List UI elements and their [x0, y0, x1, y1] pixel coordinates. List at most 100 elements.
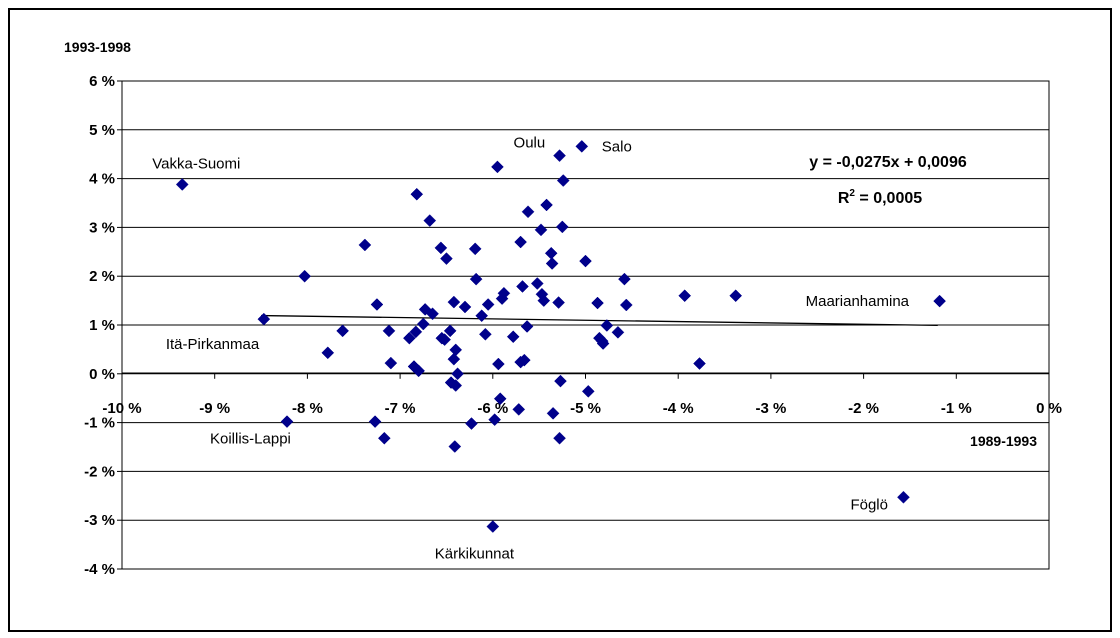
y-tick-label: 3 % [89, 219, 115, 236]
data-point [481, 298, 495, 311]
r-squared-suffix: = 0,0005 [855, 190, 922, 207]
data-point [552, 296, 565, 309]
y-tick-label: 5 % [89, 122, 115, 139]
x-tick-label: -2 % [848, 400, 879, 417]
data-point [416, 317, 430, 331]
data-point [447, 295, 461, 309]
y-tick-label: 0 % [89, 366, 115, 383]
data-point [506, 330, 520, 344]
point-label: Itä-Pirkanmaa [166, 336, 260, 353]
data-point [556, 174, 570, 187]
y-tick-label: -2 % [84, 463, 115, 480]
data-point [475, 309, 489, 323]
data-point [618, 272, 631, 286]
grid-layer [122, 129, 1049, 521]
data-point [514, 235, 527, 249]
data-point [488, 413, 502, 427]
y-tick-label: 6 % [89, 73, 115, 90]
data-point [423, 214, 437, 227]
data-point [377, 431, 391, 445]
y-tick-label: 1 % [89, 317, 115, 334]
x-tick-label: 0 % [1036, 400, 1062, 417]
data-point [382, 324, 396, 338]
data-point [611, 325, 625, 339]
data-point [693, 357, 706, 370]
point-labels: Vakka-Suomi Oulu Salo Maarianhamina Itä-Pirk… [152, 135, 909, 563]
r-squared-superscript: 2 [849, 188, 855, 199]
data-point [321, 346, 335, 360]
data-point [479, 327, 492, 341]
data-point [448, 440, 462, 453]
data-point [280, 415, 294, 428]
data-point [410, 187, 424, 201]
x-tick-label: -9 % [199, 400, 230, 417]
data-points [175, 140, 946, 533]
point-label: Kärkikunnat [435, 546, 515, 563]
data-point [434, 241, 448, 255]
tick-layer: -4 % -3 % -2 % -1 % 0 % 1 % 2 % 3 % 4 % 5 % 6 % -10… [84, 73, 1062, 578]
data-point [545, 257, 559, 270]
r-squared-text: R2 = 0,0005 [838, 188, 922, 207]
data-point [257, 312, 271, 326]
data-point [443, 324, 457, 338]
data-point [546, 406, 560, 420]
point-label: Koillis-Lappi [210, 431, 291, 448]
data-point [449, 379, 463, 392]
data-point [336, 324, 349, 338]
data-point [358, 238, 372, 252]
data-point [555, 220, 569, 234]
data-point [575, 140, 589, 153]
data-point [933, 294, 946, 308]
data-point [619, 298, 633, 312]
trendline-layer [261, 314, 938, 326]
data-point [512, 403, 526, 416]
data-point [469, 272, 483, 286]
data-point [449, 343, 463, 357]
data-point [486, 520, 500, 533]
y-tick-label: 2 % [89, 268, 115, 285]
data-point [534, 223, 548, 237]
trendline-equation: y = -0,0275x + 0,0096 [809, 154, 967, 171]
x-tick-label: -7 % [385, 400, 416, 417]
x-tick-label: -1 % [941, 400, 972, 417]
data-point [581, 385, 595, 398]
data-point [553, 149, 566, 163]
data-point [412, 364, 425, 378]
x-tick-label: -10 % [102, 400, 141, 417]
data-point [451, 367, 464, 381]
data-point [897, 490, 910, 504]
data-point [579, 254, 592, 268]
data-point [368, 415, 382, 428]
data-point [516, 280, 529, 293]
data-point [370, 298, 384, 311]
point-label: Oulu [514, 135, 546, 152]
data-point [440, 252, 453, 265]
y-tick-label: -4 % [84, 561, 115, 578]
y-tick-label: 4 % [89, 171, 115, 188]
point-label: Vakka-Suomi [152, 155, 240, 172]
r-squared-prefix: R [838, 190, 850, 207]
point-label: Föglö [850, 496, 888, 513]
x-tick-label: -4 % [663, 400, 694, 417]
data-point [458, 300, 472, 314]
point-label: Maarianhamina [806, 293, 910, 310]
data-point [492, 357, 505, 371]
data-point [175, 178, 189, 191]
x-tick-label: -8 % [292, 400, 323, 417]
x-tick-label: -6 % [477, 400, 508, 417]
data-point [438, 333, 451, 346]
data-point [540, 198, 553, 212]
data-point [600, 319, 614, 332]
x-tick-label: -3 % [755, 400, 786, 417]
data-point [465, 417, 478, 430]
data-point [520, 320, 534, 333]
data-point [403, 331, 416, 345]
y-axis-title: 1993-1998 [64, 39, 131, 55]
data-point [468, 242, 482, 256]
data-point [384, 356, 398, 370]
x-axis-title: 1989-1993 [970, 433, 1037, 449]
data-point [537, 294, 551, 307]
x-tick-label: -5 % [570, 400, 601, 417]
